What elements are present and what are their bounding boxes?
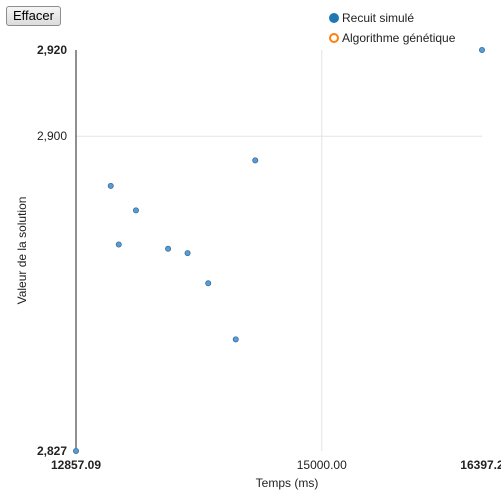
legend-swatch [329, 13, 339, 23]
legend-item[interactable]: Recuit simulé [329, 8, 455, 28]
data-point [132, 207, 139, 214]
x-tick-label: 15000.00 [297, 458, 347, 472]
legend-label: Algorithme génétique [342, 31, 456, 45]
data-point [165, 245, 172, 252]
data-point [205, 280, 212, 287]
legend: Recuit simulé Algorithme génétique [329, 8, 455, 48]
data-point [184, 250, 191, 257]
data-point [73, 447, 80, 454]
data-point [107, 182, 114, 189]
x-tick-label: 16397.2 [460, 458, 501, 472]
legend-swatch [329, 33, 339, 43]
data-point [478, 47, 485, 54]
y-tick-label: 2,827 [37, 444, 67, 458]
x-tick-label: 12857.09 [51, 458, 101, 472]
legend-item[interactable]: Algorithme génétique [329, 28, 455, 48]
x-axis-label: Temps (ms) [256, 476, 319, 490]
legend-label: Recuit simulé [342, 11, 415, 25]
y-tick-label: 2,920 [37, 43, 67, 57]
data-point [232, 336, 239, 343]
y-axis-label: Valeur de la solution [15, 197, 29, 305]
y-tick-label: 2,900 [37, 129, 67, 143]
data-point [252, 157, 259, 164]
clear-button[interactable]: Effacer [6, 6, 61, 26]
data-point [115, 241, 122, 248]
